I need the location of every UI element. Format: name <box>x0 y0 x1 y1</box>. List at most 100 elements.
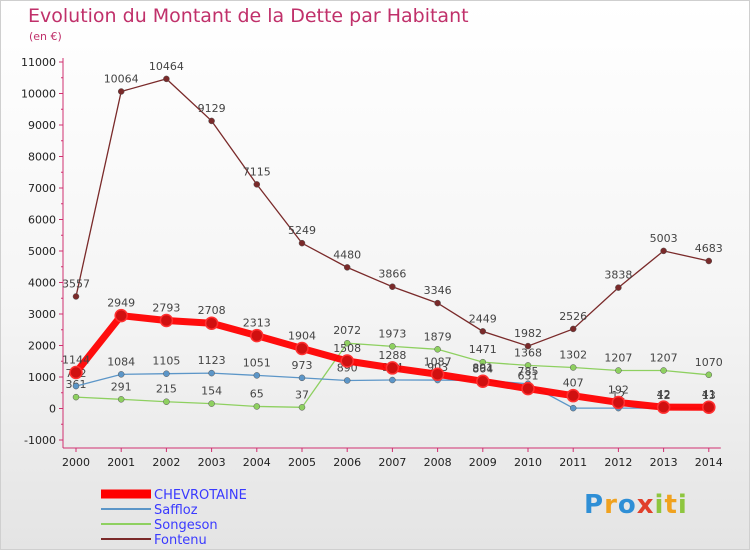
point-songeson-2013 <box>660 367 667 374</box>
point-chevrotaine-2004 <box>250 328 264 343</box>
point-fontenu-2002 <box>163 75 170 83</box>
logo-letter: o <box>617 490 637 520</box>
point-saffloz-2006 <box>343 377 351 384</box>
point-fontenu-2013 <box>660 247 667 255</box>
data-label-saffloz-2002: 1105 <box>152 355 180 368</box>
data-label-chevrotaine-2000: 1144 <box>62 353 90 366</box>
data-label-songeson-2009: 1471 <box>469 343 497 356</box>
data-label-songeson-2002: 215 <box>156 383 177 396</box>
point-songeson-2010 <box>524 362 532 369</box>
point-fontenu-2010 <box>524 342 532 350</box>
x-tick-label-2012: 2012 <box>604 456 632 469</box>
data-label-songeson-2001: 291 <box>111 380 132 393</box>
x-tick-label-2004: 2004 <box>243 456 271 469</box>
data-label-fontenu-2013: 5003 <box>650 232 678 245</box>
legend-label-saffloz: Saffloz <box>154 503 198 518</box>
point-chevrotaine-2005 <box>295 341 309 356</box>
point-songeson-2012 <box>615 367 622 374</box>
point-fontenu-2014 <box>705 257 713 265</box>
data-label-saffloz-2014: 13 <box>702 389 716 402</box>
data-label-chevrotaine-2014: 41 <box>702 388 716 401</box>
point-songeson-2008 <box>434 346 441 353</box>
logo-letter: x <box>636 490 655 520</box>
point-songeson-2003 <box>208 400 215 407</box>
point-songeson-2007 <box>389 343 396 350</box>
point-chevrotaine-2013 <box>656 400 671 414</box>
point-chevrotaine-2014 <box>702 400 716 414</box>
point-chevrotaine-2000 <box>69 365 83 380</box>
data-label-saffloz-2013: 12 <box>657 389 671 402</box>
point-fontenu-2000 <box>72 293 80 300</box>
x-tick-label-2005: 2005 <box>288 456 316 469</box>
point-saffloz-2003 <box>208 369 215 377</box>
data-label-fontenu-2008: 3346 <box>424 284 452 297</box>
data-label-chevrotaine-2008: 1087 <box>424 355 452 368</box>
x-tick-label-2007: 2007 <box>378 456 406 469</box>
logo-letter: P <box>584 490 605 520</box>
chart-subtitle: (en €) <box>29 30 62 43</box>
data-label-songeson-2006: 2072 <box>333 324 361 337</box>
data-label-songeson-2004: 65 <box>250 387 264 400</box>
point-fontenu-2005 <box>298 239 306 247</box>
point-songeson-2005 <box>298 404 306 411</box>
point-fontenu-2001 <box>117 88 125 95</box>
data-label-chevrotaine-2004: 2313 <box>243 317 271 330</box>
x-tick-label-2013: 2013 <box>650 456 678 469</box>
y-tick-label-7: 6000 <box>28 214 56 227</box>
data-label-chevrotaine-2006: 1508 <box>333 342 361 355</box>
y-tick-label-0: -1000 <box>24 434 56 447</box>
data-label-fontenu-2010: 1982 <box>514 327 542 340</box>
point-fontenu-2009 <box>479 328 487 335</box>
data-label-fontenu-2006: 4480 <box>333 248 361 261</box>
data-label-songeson-2013: 1207 <box>650 351 678 364</box>
point-chevrotaine-2006 <box>340 354 354 368</box>
x-tick-label-2002: 2002 <box>152 456 180 469</box>
data-label-chevrotaine-2003: 2708 <box>198 304 226 317</box>
y-tick-label-3: 2000 <box>28 340 56 353</box>
data-label-saffloz-2004: 1051 <box>243 356 271 369</box>
data-label-fontenu-2005: 5249 <box>288 224 316 237</box>
data-label-fontenu-2012: 3838 <box>604 269 632 282</box>
data-label-fontenu-2009: 2449 <box>469 312 497 325</box>
x-tick-label-2014: 2014 <box>695 456 723 469</box>
logo-letter: i <box>677 490 688 520</box>
point-songeson-2009 <box>479 358 487 366</box>
y-tick-label-10: 9000 <box>28 119 56 132</box>
point-fontenu-2007 <box>389 283 396 290</box>
x-tick-label-2001: 2001 <box>107 456 135 469</box>
point-chevrotaine-2008 <box>430 367 445 382</box>
data-label-saffloz-2009: 891 <box>472 361 493 374</box>
y-tick-label-11: 10000 <box>21 88 56 101</box>
point-chevrotaine-2002 <box>159 313 174 328</box>
proxiti-logo: Proxiti <box>584 490 688 520</box>
legend-label-chevrotaine: CHEVROTAINE <box>154 488 247 503</box>
data-label-chevrotaine-2009: 864 <box>472 362 493 375</box>
point-chevrotaine-2001 <box>114 308 128 323</box>
y-tick-label-5: 4000 <box>28 277 56 290</box>
data-label-chevrotaine-2007: 1288 <box>378 349 406 362</box>
data-label-songeson-2003: 154 <box>201 385 222 398</box>
legend-label-fontenu: Fontenu <box>154 533 207 548</box>
data-label-fontenu-2004: 7115 <box>243 165 271 178</box>
point-fontenu-2008 <box>434 299 441 307</box>
point-songeson-2004 <box>253 403 261 410</box>
data-label-songeson-2011: 1302 <box>559 348 587 361</box>
point-fontenu-2011 <box>569 325 577 333</box>
logo-letter: i <box>654 490 665 520</box>
y-tick-label-4: 3000 <box>28 308 56 321</box>
point-songeson-2014 <box>705 371 713 379</box>
point-fontenu-2003 <box>208 117 215 125</box>
logo-letter: t <box>664 490 678 520</box>
point-saffloz-2007 <box>389 376 396 384</box>
data-label-chevrotaine-2013: 42 <box>657 388 671 401</box>
data-label-fontenu-2003: 9129 <box>198 102 226 115</box>
data-label-fontenu-2014: 4683 <box>695 242 723 255</box>
data-label-chevrotaine-2011: 407 <box>563 377 584 390</box>
logo-letter: r <box>604 490 618 520</box>
point-songeson-2006 <box>343 339 351 347</box>
point-fontenu-2006 <box>343 264 351 271</box>
point-chevrotaine-2003 <box>204 316 219 330</box>
chart-title: Evolution du Montant de la Dette par Hab… <box>28 5 469 27</box>
data-label-chevrotaine-2005: 1904 <box>288 330 316 343</box>
point-saffloz-2004 <box>253 372 261 379</box>
